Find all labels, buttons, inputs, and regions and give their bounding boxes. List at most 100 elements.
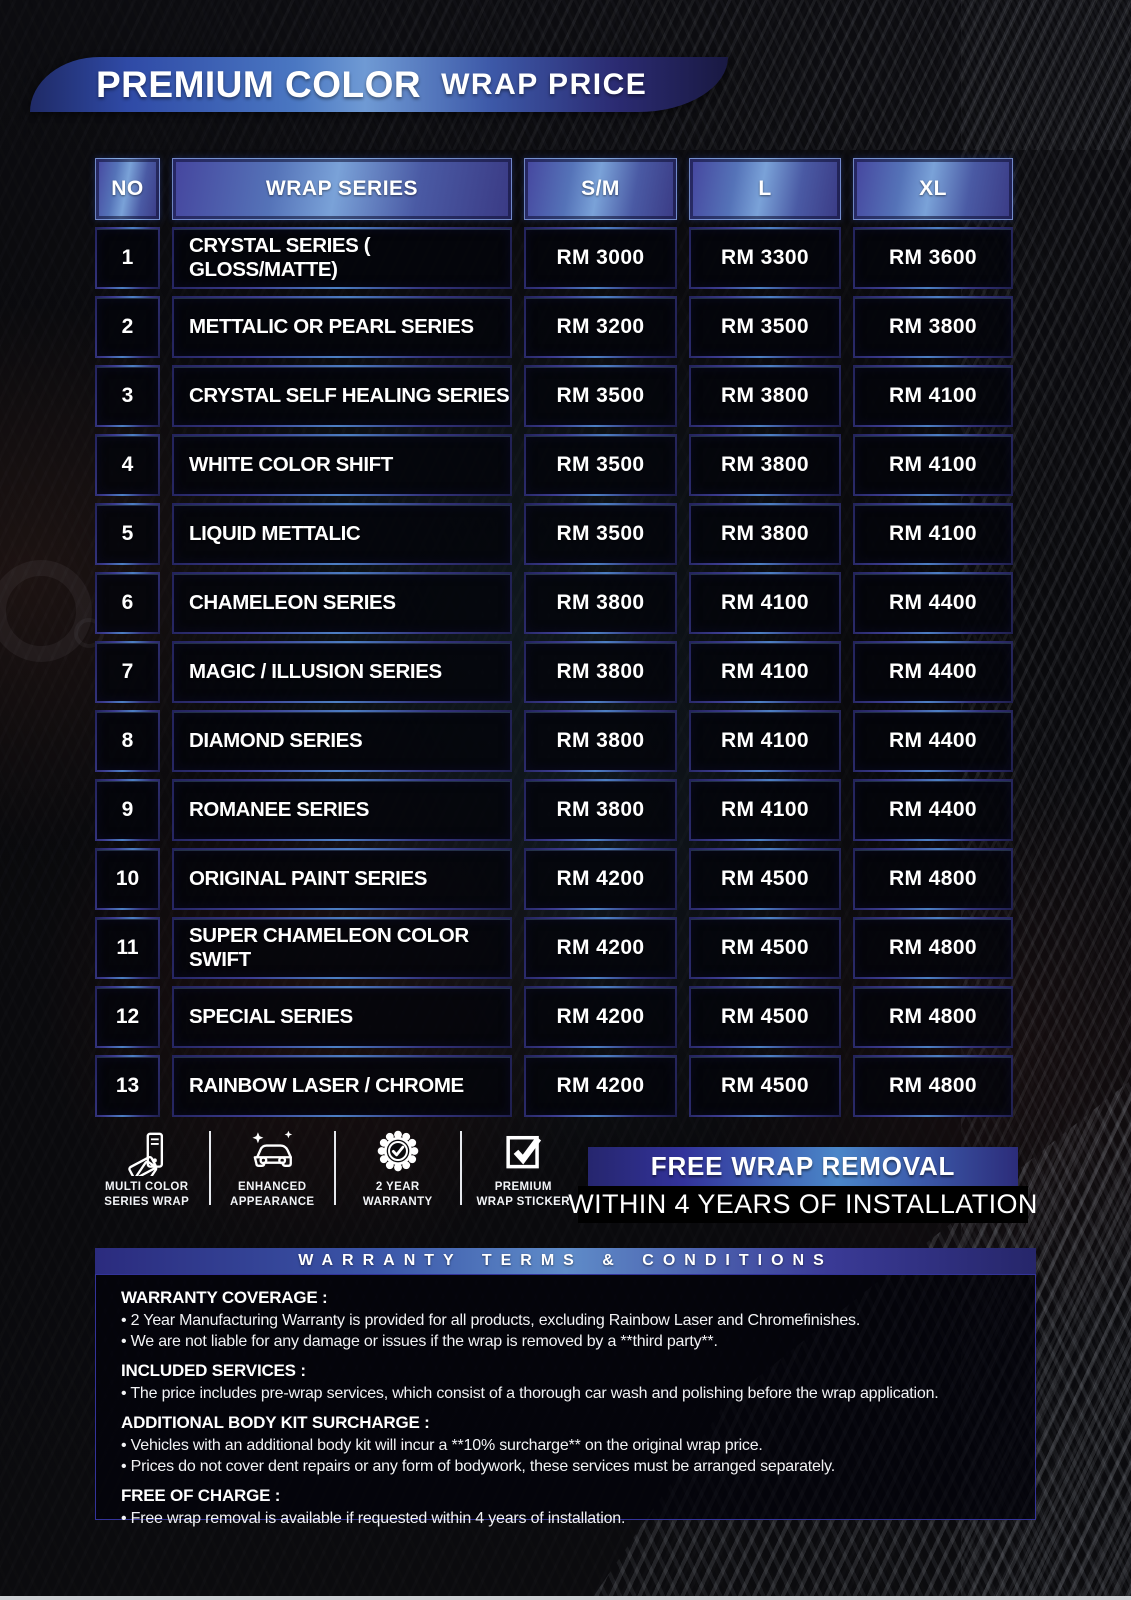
col-header-sm: S/M bbox=[524, 158, 677, 220]
price-sm-cell: RM 4200 bbox=[524, 986, 677, 1048]
row-number-cell: 7 bbox=[95, 641, 160, 703]
price-xl-cell: RM 4400 bbox=[853, 779, 1013, 841]
terms-bullet: We are not liable for any damage or issu… bbox=[121, 1331, 1023, 1352]
promo-subtitle-bar: WITHIN 4 YEARS OF INSTALLATION bbox=[568, 1186, 1037, 1223]
badge-label: 2 YEAR WARRANTY bbox=[363, 1180, 433, 1210]
badge-label: MULTI COLOR SERIES WRAP bbox=[104, 1180, 189, 1210]
price-sm-cell: RM 4200 bbox=[524, 1055, 677, 1117]
free-wrap-removal-banner: FREE WRAP REMOVAL bbox=[588, 1147, 1018, 1186]
price-xl-cell: RM 4400 bbox=[853, 710, 1013, 772]
row-number-cell: 2 bbox=[95, 296, 160, 358]
terms-section-body-kit-surcharge: ADDITIONAL BODY KIT SURCHARGE : Vehicles… bbox=[121, 1413, 1023, 1477]
background-logo-ghost bbox=[0, 520, 104, 670]
badge-divider bbox=[208, 1131, 211, 1205]
price-xl-cell: RM 4100 bbox=[853, 434, 1013, 496]
bottom-edge-strip bbox=[0, 1596, 1131, 1600]
price-sm-cell: RM 3800 bbox=[524, 779, 677, 841]
series-cell: LIQUID METTALIC bbox=[172, 503, 512, 565]
price-l-cell: RM 3800 bbox=[689, 365, 841, 427]
row-number-cell: 13 bbox=[95, 1055, 160, 1117]
terms-section-title: ADDITIONAL BODY KIT SURCHARGE : bbox=[121, 1413, 430, 1432]
warranty-terms-header: WARRANTY TERMS & CONDITIONS bbox=[95, 1248, 1036, 1274]
series-cell: WHITE COLOR SHIFT bbox=[172, 434, 512, 496]
badge-label-line1: ENHANCED bbox=[238, 1181, 307, 1194]
price-sm-cell: RM 4200 bbox=[524, 848, 677, 910]
row-number-cell: 6 bbox=[95, 572, 160, 634]
row-number-cell: 8 bbox=[95, 710, 160, 772]
price-xl-cell: RM 4800 bbox=[853, 848, 1013, 910]
row-number-cell: 9 bbox=[95, 779, 160, 841]
badge-divider bbox=[459, 1131, 462, 1205]
price-l-cell: RM 3300 bbox=[689, 227, 841, 289]
col-header-xl: XL bbox=[853, 158, 1013, 220]
price-table: NO WRAP SERIES S/M L XL 1 CRYSTAL SERIES… bbox=[95, 158, 1013, 1117]
terms-section-title: FREE OF CHARGE : bbox=[121, 1486, 281, 1505]
badge-label-line1: MULTI COLOR bbox=[105, 1181, 189, 1194]
badge-premium-wrap-sticker: PREMIUM WRAP STICKER bbox=[469, 1126, 579, 1210]
price-xl-cell: RM 3800 bbox=[853, 296, 1013, 358]
price-sm-cell: RM 3800 bbox=[524, 641, 677, 703]
terms-section-free-of-charge: FREE OF CHARGE : Free wrap removal is av… bbox=[121, 1486, 1023, 1529]
sparkle-car-icon bbox=[252, 1130, 293, 1168]
badge-2-year-warranty: 2 YEAR WARRANTY bbox=[343, 1126, 453, 1210]
price-sm-cell: RM 3800 bbox=[524, 572, 677, 634]
price-l-cell: RM 4100 bbox=[689, 572, 841, 634]
price-l-cell: RM 4500 bbox=[689, 848, 841, 910]
terms-section-warranty-coverage: WARRANTY COVERAGE : 2 Year Manufacturing… bbox=[121, 1288, 1023, 1352]
row-number-cell: 3 bbox=[95, 365, 160, 427]
badge-label-line2: SERIES WRAP bbox=[104, 1196, 190, 1209]
series-cell: METTALIC OR PEARL SERIES bbox=[172, 296, 512, 358]
price-l-cell: RM 4100 bbox=[689, 641, 841, 703]
price-xl-cell: RM 4100 bbox=[853, 365, 1013, 427]
badge-label-line2: WARRANTY bbox=[362, 1196, 433, 1209]
row-number-cell: 10 bbox=[95, 848, 160, 910]
badge-label-line2: WRAP STICKER bbox=[476, 1196, 570, 1209]
price-sm-cell: RM 3000 bbox=[524, 227, 677, 289]
series-cell: ORIGINAL PAINT SERIES bbox=[172, 848, 512, 910]
price-sm-cell: RM 3500 bbox=[524, 434, 677, 496]
badge-label-line1: PREMIUM bbox=[494, 1181, 552, 1194]
series-cell: SUPER CHAMELEON COLOR SWIFT bbox=[172, 917, 512, 979]
series-cell: SPECIAL SERIES bbox=[172, 986, 512, 1048]
warranty-terms-heading: WARRANTY TERMS & CONDITIONS bbox=[298, 1252, 833, 1269]
badge-label-line1: 2 YEAR bbox=[375, 1181, 420, 1194]
page-subtitle: WRAP PRICE bbox=[441, 67, 648, 101]
terms-bullet: 2 Year Manufacturing Warranty is provide… bbox=[121, 1310, 1023, 1331]
terms-bullet: Prices do not cover dent repairs or any … bbox=[121, 1456, 1023, 1477]
series-cell: DIAMOND SERIES bbox=[172, 710, 512, 772]
promo-subtitle: WITHIN 4 YEARS OF INSTALLATION bbox=[568, 1189, 1038, 1219]
terms-section-title: WARRANTY COVERAGE : bbox=[121, 1288, 328, 1307]
price-l-cell: RM 4500 bbox=[689, 1055, 841, 1117]
badge-divider bbox=[334, 1131, 336, 1205]
row-number-cell: 12 bbox=[95, 986, 160, 1048]
price-sm-cell: RM 3200 bbox=[524, 296, 677, 358]
badge-enhanced-appearance: ENHANCED APPEARANCE bbox=[218, 1126, 328, 1210]
price-l-cell: RM 3800 bbox=[689, 434, 841, 496]
row-number-cell: 4 bbox=[95, 434, 160, 496]
price-xl-cell: RM 4400 bbox=[853, 572, 1013, 634]
feature-badges: MULTI COLOR SERIES WRAP ENHANCED APPEARA… bbox=[92, 1126, 578, 1210]
series-cell: MAGIC / ILLUSION SERIES bbox=[172, 641, 512, 703]
terms-bullet: Free wrap removal is available if reques… bbox=[121, 1508, 1023, 1529]
terms-section-included-services: INCLUDED SERVICES : The price includes p… bbox=[121, 1361, 1023, 1404]
series-cell: CRYSTAL SERIES ( GLOSS/MATTE) bbox=[172, 227, 512, 289]
series-cell: RAINBOW LASER / CHROME bbox=[172, 1055, 512, 1117]
terms-section-title: INCLUDED SERVICES : bbox=[121, 1361, 306, 1380]
price-xl-cell: RM 4800 bbox=[853, 986, 1013, 1048]
price-sm-cell: RM 3500 bbox=[524, 503, 677, 565]
warranty-seal-icon bbox=[377, 1130, 419, 1172]
series-cell: ROMANEE SERIES bbox=[172, 779, 512, 841]
promo-title: FREE WRAP REMOVAL bbox=[650, 1151, 956, 1181]
price-sm-cell: RM 4200 bbox=[524, 917, 677, 979]
price-l-cell: RM 4100 bbox=[689, 779, 841, 841]
col-header-l: L bbox=[689, 158, 841, 220]
col-header-no: NO bbox=[95, 158, 160, 220]
badge-label: ENHANCED APPEARANCE bbox=[230, 1180, 315, 1210]
terms-bullet: The price includes pre-wrap services, wh… bbox=[121, 1383, 1023, 1404]
color-swatches-icon bbox=[128, 1132, 163, 1177]
row-number-cell: 5 bbox=[95, 503, 160, 565]
badge-label: PREMIUM WRAP STICKER bbox=[477, 1180, 570, 1210]
price-xl-cell: RM 4800 bbox=[853, 1055, 1013, 1117]
price-xl-cell: RM 3600 bbox=[853, 227, 1013, 289]
series-cell: CHAMELEON SERIES bbox=[172, 572, 512, 634]
